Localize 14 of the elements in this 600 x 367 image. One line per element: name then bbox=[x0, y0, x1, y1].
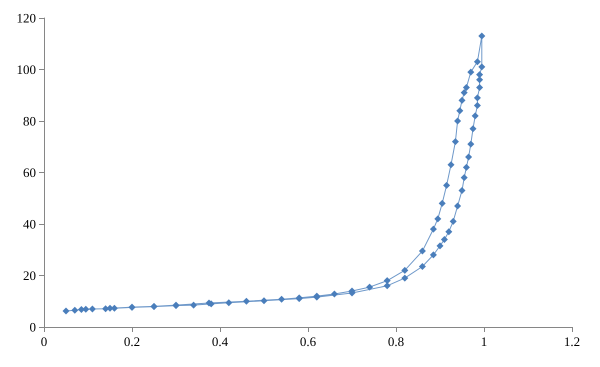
x-tick-label: 0.6 bbox=[300, 334, 317, 349]
y-tick-label: 40 bbox=[23, 216, 36, 232]
x-tick-label: 0 bbox=[40, 334, 48, 349]
y-tick-label: 120 bbox=[16, 10, 36, 26]
x-tick-label: 0.4 bbox=[212, 334, 229, 349]
x-tick-label: 0.8 bbox=[388, 334, 404, 349]
y-tick-label: 60 bbox=[23, 165, 36, 180]
y-tick-label: 20 bbox=[23, 268, 36, 283]
x-tick-label: 1.2 bbox=[564, 334, 580, 349]
x-tick-label: 0.2 bbox=[124, 334, 140, 349]
y-tick-label: 100 bbox=[16, 62, 36, 77]
y-tick-label: 0 bbox=[30, 320, 36, 334]
y-tick-label: 80 bbox=[23, 114, 36, 128]
x-tick-label: 1 bbox=[480, 334, 488, 349]
